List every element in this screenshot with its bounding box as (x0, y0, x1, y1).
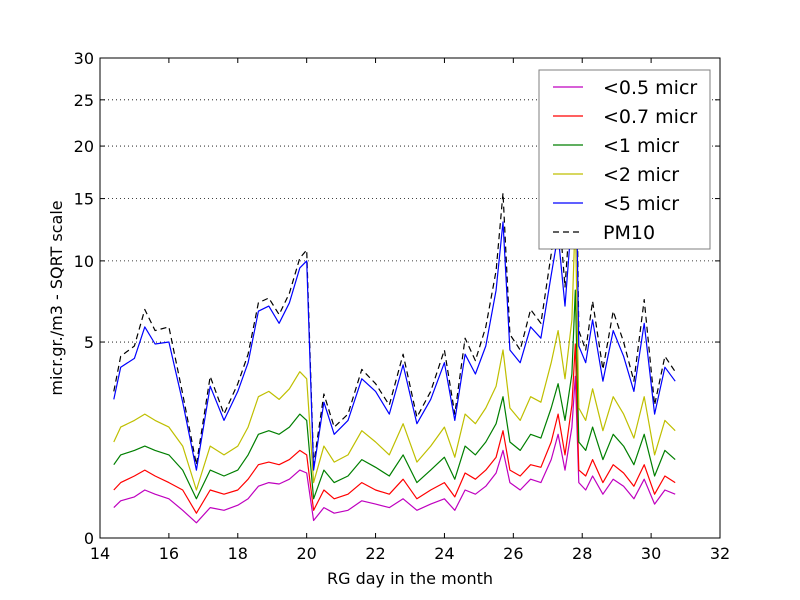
x-tick-label: 30 (641, 544, 661, 563)
x-tick-label: 32 (710, 544, 730, 563)
plot-frame (99, 57, 721, 539)
x-tick-label: 16 (159, 544, 179, 563)
y-tick-label: 10 (74, 252, 94, 271)
x-tick-label: 14 (90, 544, 110, 563)
legend-label: <1 micr (603, 135, 679, 157)
series-line-1-micr (113, 289, 676, 500)
legend-label: <0.5 micr (603, 77, 697, 99)
x-tick-label: 24 (434, 544, 454, 563)
y-tick-label: 30 (74, 49, 94, 68)
series-line-pm10 (113, 73, 676, 466)
x-tick-label: 26 (503, 544, 523, 563)
y-tick-label: 15 (74, 190, 94, 209)
x-tick-label: 18 (228, 544, 248, 563)
series-line-5-micr (113, 121, 676, 471)
legend-label: <0.7 micr (603, 106, 697, 128)
x-tick-label: 28 (572, 544, 592, 563)
series-line-0-5-micr (113, 375, 676, 524)
y-tick-label: 0 (84, 529, 94, 548)
series-line-2-micr (113, 215, 676, 491)
x-axis-label: RG day in the month (327, 569, 493, 588)
y-tick-label: 25 (74, 91, 94, 110)
y-tick-label: 20 (74, 137, 94, 156)
series-line-0-7-micr (113, 343, 676, 514)
plot-series (113, 73, 676, 524)
legend-box (538, 69, 711, 250)
legend-label: PM10 (603, 222, 655, 244)
axis-ticks: 14 16 18 20 22 24 26 28 30 32 0 5 10 15 20 25 30 (74, 49, 731, 563)
legend: <0.5 micr <0.7 micr <1 micr <2 micr <5 micr P… (538, 69, 711, 250)
y-axis-label: micr.gr./m3 - SQRT scale (47, 200, 66, 395)
x-tick-label: 22 (365, 544, 385, 563)
x-tick-label: 20 (296, 544, 316, 563)
legend-label: <2 micr (603, 164, 679, 186)
legend-label: <5 micr (603, 193, 679, 215)
y-tick-label: 5 (84, 333, 94, 352)
